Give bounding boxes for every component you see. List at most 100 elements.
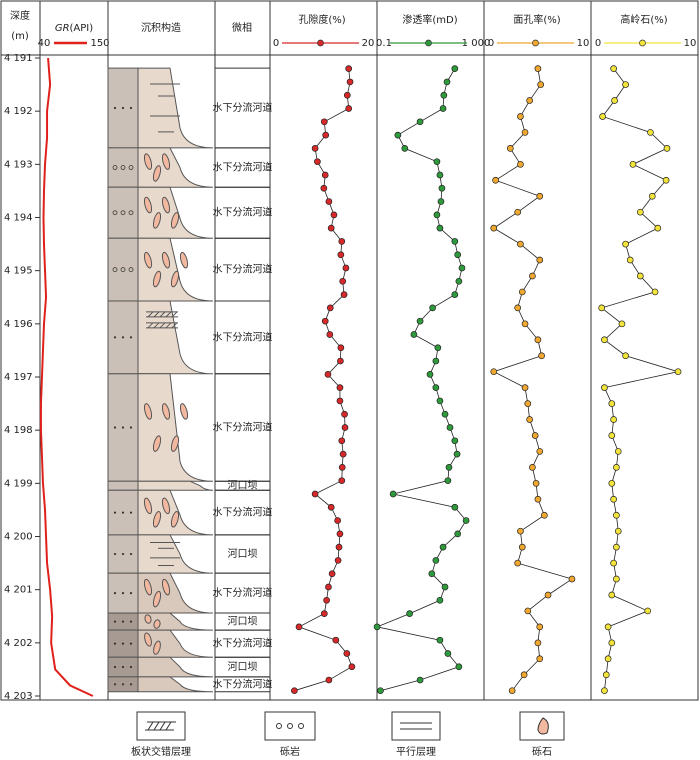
facies-label: 水下分流河道 [213, 506, 273, 519]
lithology-dot [120, 267, 126, 273]
legend-icon-parallel [400, 722, 432, 730]
legend-box [136, 711, 186, 741]
data-point [536, 623, 544, 631]
facies-label: 水下分流河道 [213, 677, 273, 690]
facies-label: 水下分流河道 [213, 206, 273, 219]
lithology-dot [113, 511, 117, 514]
data-point [526, 97, 533, 104]
lithology-dot [121, 592, 125, 595]
data-point [608, 639, 616, 647]
data-point [514, 559, 522, 567]
lithology-dot [121, 336, 125, 339]
gr-name: GR [55, 23, 70, 34]
cross-bed [153, 311, 160, 318]
data-point [311, 145, 319, 152]
lithology-dot [129, 426, 133, 429]
facies-label: 河口坝 [228, 616, 258, 628]
data-point [629, 160, 637, 168]
data-point [610, 65, 617, 72]
lithology-body [137, 656, 214, 678]
data-point [524, 607, 532, 615]
data-point [568, 575, 576, 583]
lithology-dot [129, 642, 133, 645]
data-point [410, 331, 418, 338]
gravel [161, 578, 171, 596]
data-point [614, 527, 622, 535]
depth-unit: (m) [11, 31, 29, 42]
gravel [153, 619, 161, 629]
data-point [490, 224, 498, 232]
depth-tick-label: 4 197 [4, 372, 33, 383]
data-point [326, 304, 334, 312]
data-point [458, 264, 466, 272]
gravel [143, 196, 153, 214]
gravel [161, 196, 171, 214]
data-point [320, 118, 328, 126]
track-title: 面孔率(%) [513, 13, 560, 26]
x-tick-label: 0 [273, 38, 279, 49]
data-point [518, 288, 526, 296]
data-point [343, 91, 351, 99]
lithology-dot [129, 665, 133, 669]
data-point [324, 370, 332, 378]
facies-label: 水下分流河道 [213, 637, 273, 650]
facies-label: 水下分流河道 [213, 421, 273, 434]
data-point [674, 368, 682, 376]
data-point [538, 352, 545, 360]
lithology-dot [120, 165, 126, 170]
data-point [337, 251, 345, 259]
gr-unit: (API) [70, 23, 94, 34]
data-point [529, 272, 536, 280]
data-point [444, 477, 452, 485]
data-point [444, 650, 452, 657]
depth-title: 深度 [10, 9, 30, 22]
data-point [336, 397, 344, 405]
lithology-dot [129, 683, 133, 686]
gravel [179, 251, 189, 269]
gravel [161, 251, 171, 269]
legend-icon-gravel [537, 717, 549, 735]
data-point [608, 591, 616, 599]
data-point [436, 224, 444, 232]
x-tick-label: 10 [577, 38, 590, 49]
facies-label: 河口坝 [228, 661, 258, 673]
data-point [601, 336, 608, 344]
legend-label: 砾岩 [280, 745, 300, 758]
lithology-dot [113, 683, 117, 686]
x-tick-label: 0 [595, 38, 601, 49]
data-point [311, 490, 319, 498]
curve [492, 68, 573, 691]
data-point [345, 105, 353, 112]
gravel [152, 212, 162, 229]
data-point [336, 384, 344, 391]
data-point [613, 511, 620, 519]
lithology-dot [129, 511, 133, 514]
lithology-dot [129, 336, 133, 339]
data-point [439, 105, 447, 112]
legend: 板状交错层理 砾岩 平行层理 砾石 [131, 711, 565, 758]
data-point [432, 384, 440, 391]
data-point [521, 320, 529, 328]
lithology-dot [121, 552, 125, 556]
depth-tick-label: 4 202 [4, 638, 33, 649]
gravel [143, 153, 153, 170]
lithology-dot [113, 426, 117, 429]
data-point [622, 240, 629, 248]
depth-tick-label: 4 203 [4, 691, 33, 702]
lithology-dot [112, 165, 118, 170]
gravel [144, 614, 152, 624]
data-point [373, 623, 381, 631]
data-point [636, 272, 644, 280]
lithology-dot [113, 592, 117, 595]
data-point [428, 570, 436, 578]
data-point [343, 650, 351, 657]
data-point [339, 450, 347, 458]
structure-title: 沉积构造 [141, 21, 181, 34]
data-point [451, 291, 459, 298]
data-point [455, 277, 463, 285]
data-point [314, 158, 321, 166]
gravel [143, 251, 153, 269]
data-point [614, 448, 622, 455]
data-point [394, 131, 402, 139]
depth-tick-label: 4 195 [4, 266, 33, 277]
